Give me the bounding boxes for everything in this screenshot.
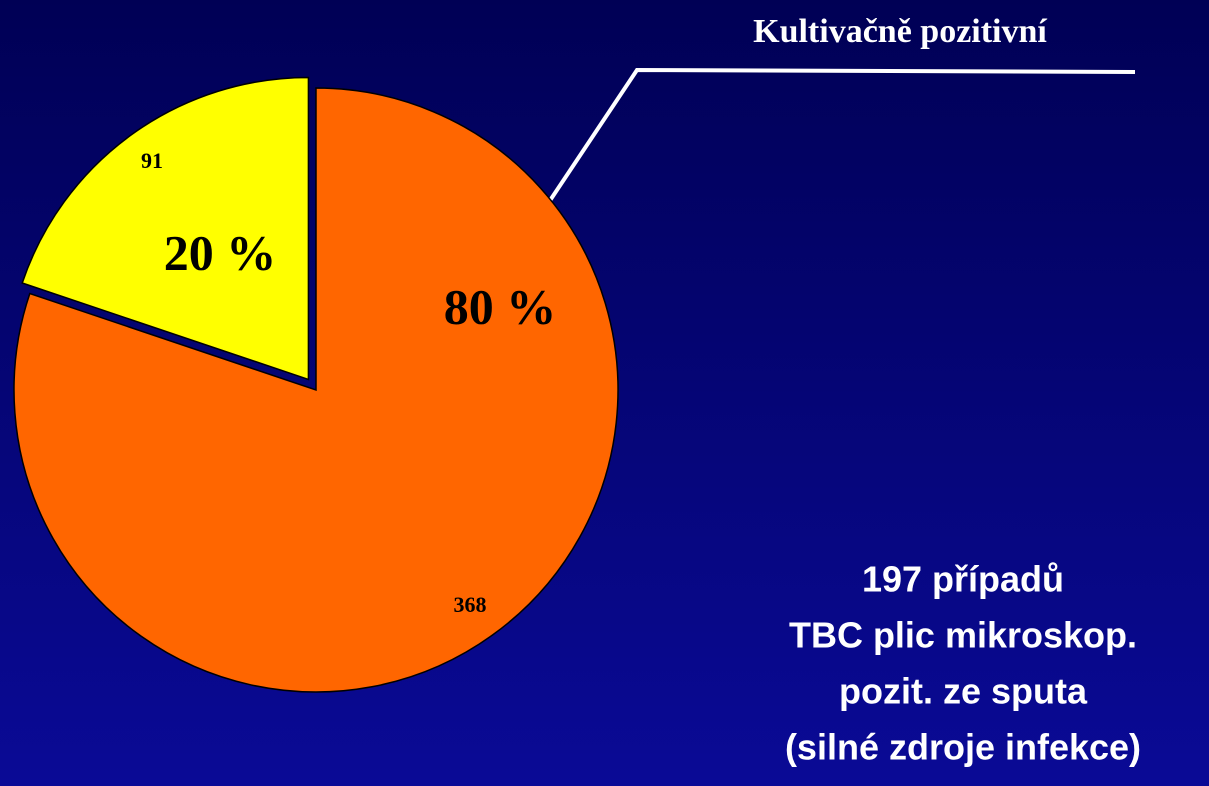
note-line: pozit. ze sputa bbox=[839, 671, 1088, 712]
leader-line bbox=[543, 67, 1136, 210]
note: 197 případů TBC plic mikroskop. pozit. ze … bbox=[785, 559, 1141, 768]
pie-slice bbox=[13, 87, 619, 693]
annotation: Kultivačně pozitivní bbox=[753, 13, 1047, 50]
percentage-label: 80 % bbox=[444, 278, 557, 334]
count-label: 91 bbox=[141, 148, 163, 173]
note-line: TBC plic mikroskop. bbox=[789, 615, 1137, 656]
percentage-label: 20 % bbox=[164, 224, 277, 280]
pie-slice bbox=[21, 76, 310, 381]
count-label: 368 bbox=[454, 592, 487, 617]
pie: 368 80 % 91 20 % bbox=[13, 76, 619, 693]
note-line: (silné zdroje infekce) bbox=[785, 727, 1141, 768]
note-line: 197 případů bbox=[862, 559, 1064, 600]
